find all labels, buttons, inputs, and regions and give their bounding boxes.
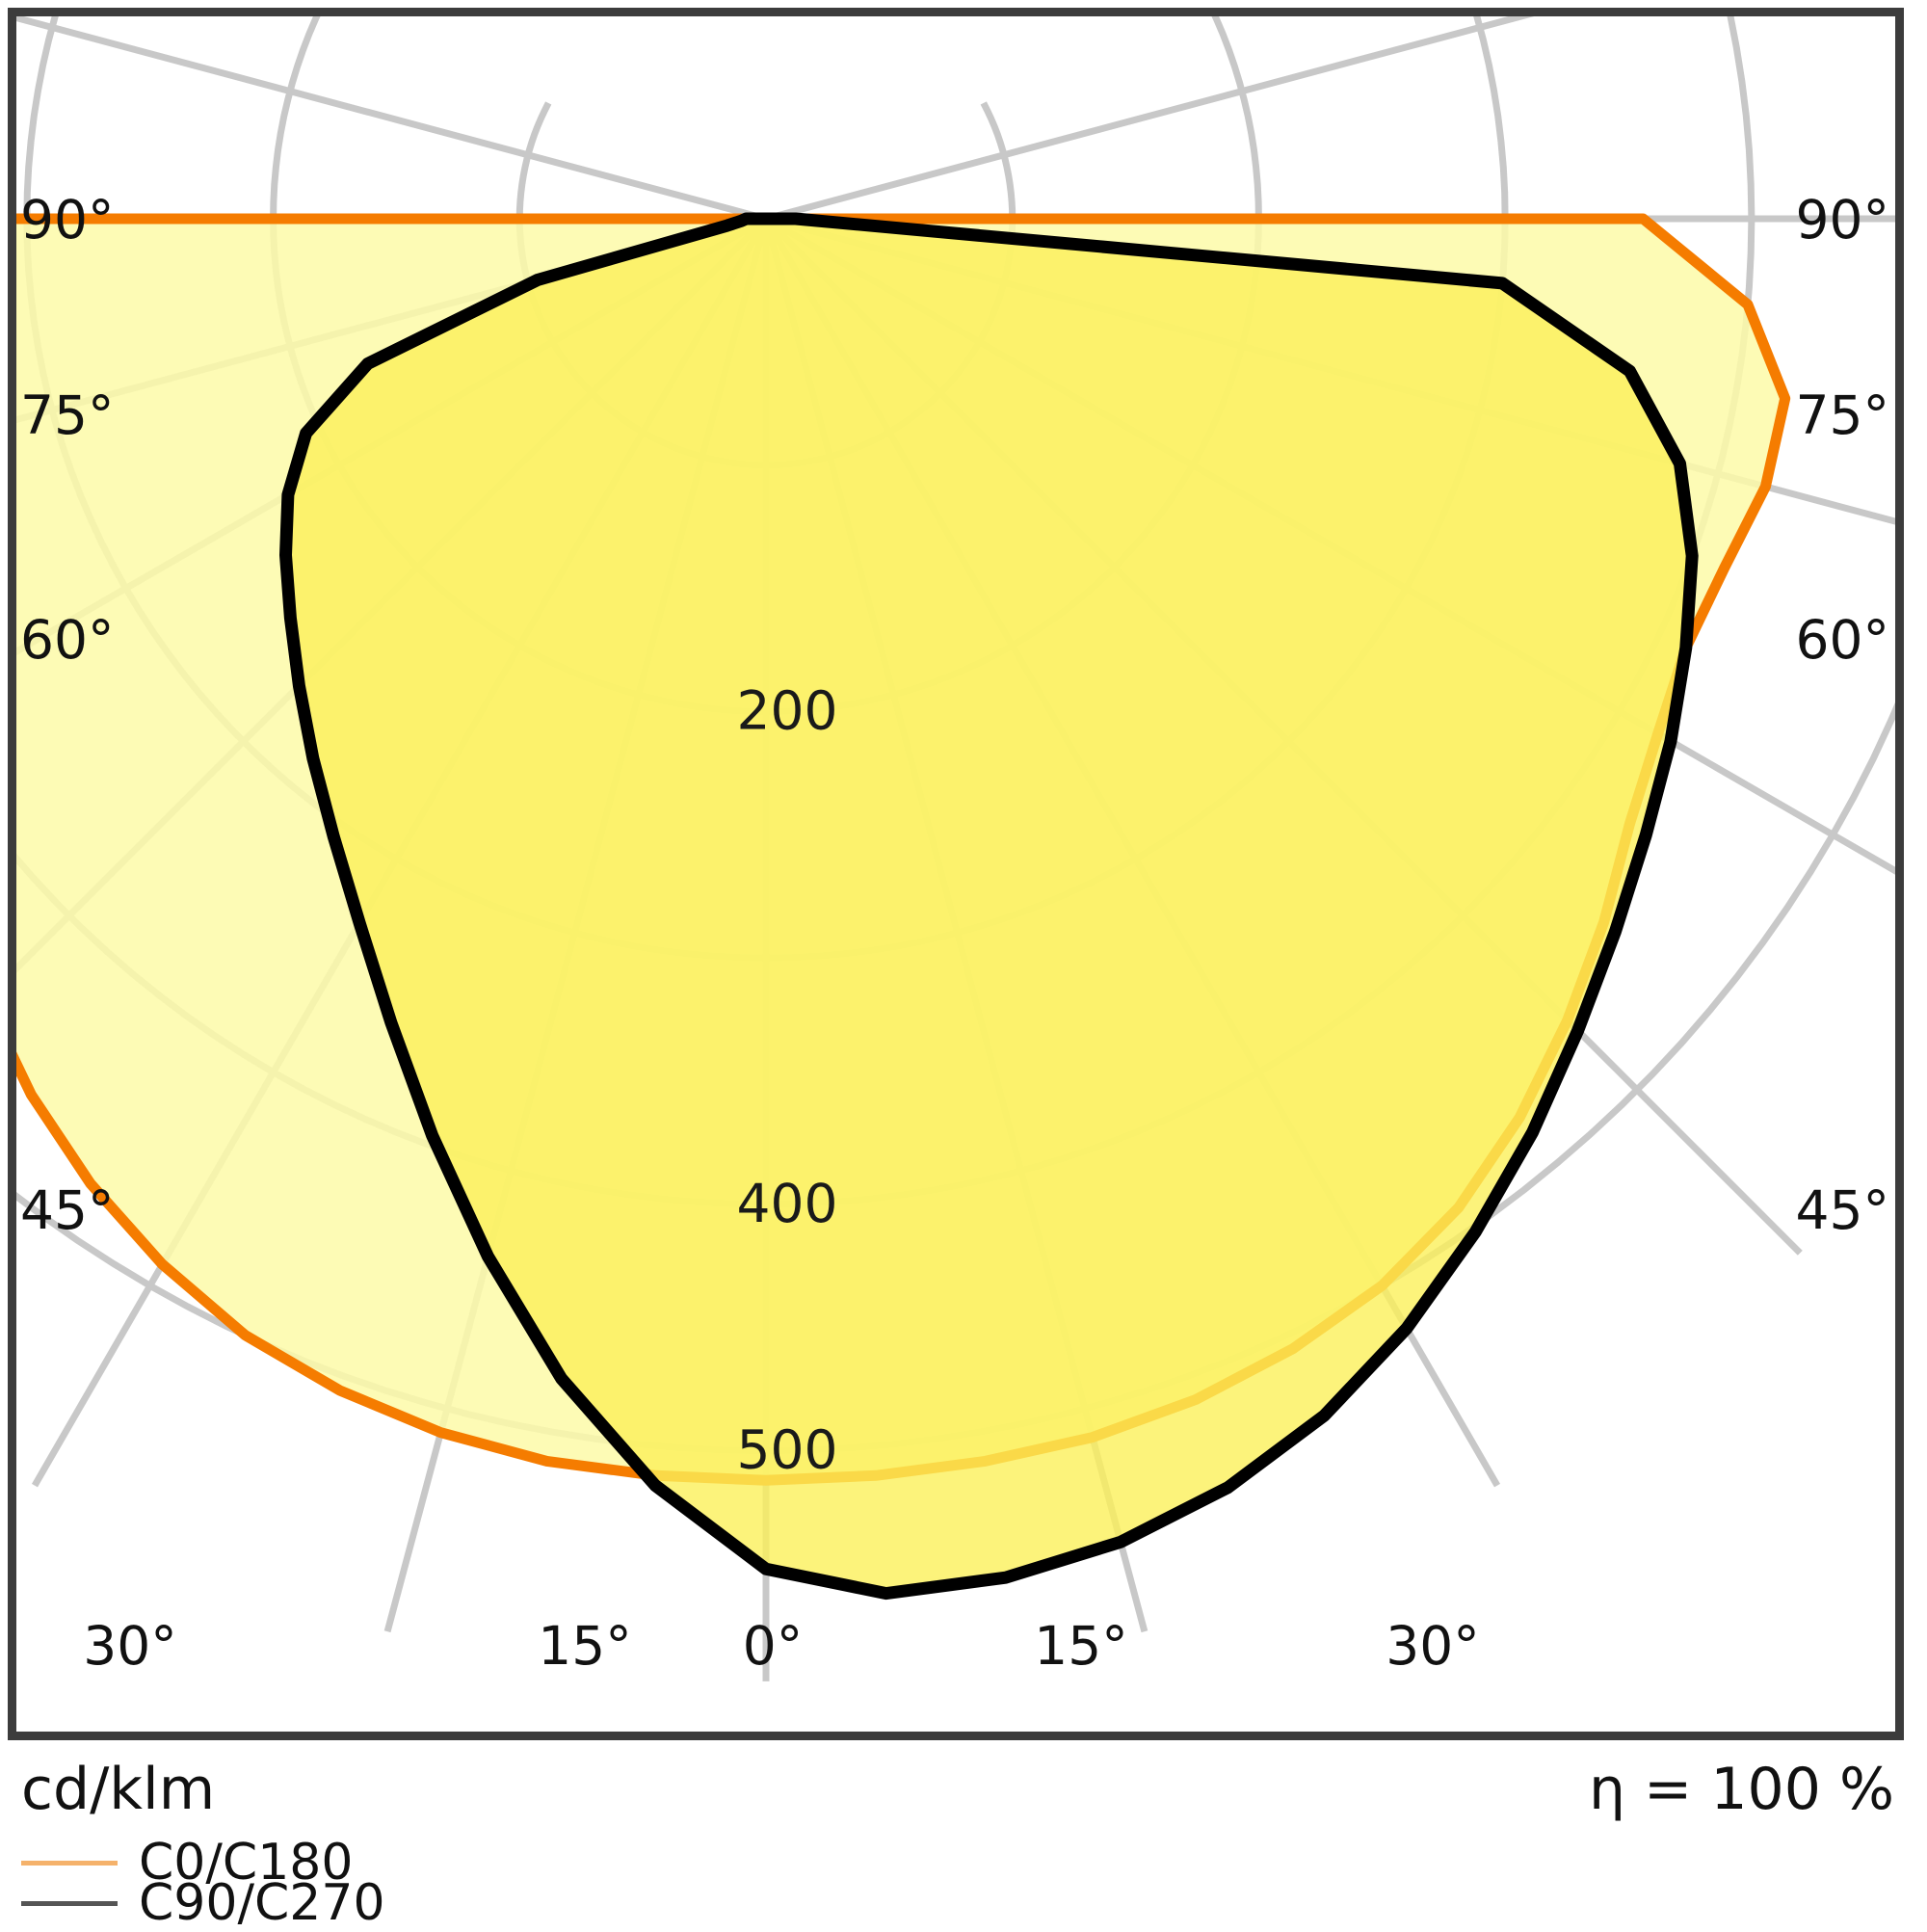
- legend-item-c0: C0/C180: [13, 1838, 688, 1888]
- unit-label: cd/klm: [21, 1756, 216, 1823]
- radial-tick-label: 400: [737, 1173, 838, 1234]
- polar-curves: [16, 212, 1791, 1601]
- polar-plot-svg: 200 400 500 90° 75° 60° 45° 90° 75° 60° 45° 30° 15°…: [16, 16, 1895, 1681]
- legend-swatch-c0-icon: [21, 1860, 118, 1866]
- angle-label-right-60: 60°: [1796, 609, 1890, 671]
- radial-tick-label: 200: [737, 679, 838, 741]
- angle-label-left-90: 90°: [20, 189, 115, 251]
- angle-label-right-90: 90°: [1796, 189, 1890, 251]
- legend-swatch-c90-icon: [21, 1900, 118, 1906]
- angle-label-bottom-1: 15°: [538, 1615, 632, 1677]
- angle-label-right-45: 45°: [1796, 1179, 1890, 1241]
- radial-tick-label: 500: [737, 1419, 838, 1481]
- angle-label-bottom-2: 0°: [743, 1615, 804, 1677]
- angle-label-left-75: 75°: [20, 384, 115, 446]
- angular-tick-labels: 90° 75° 60° 45° 90° 75° 60° 45° 30° 15° 0° 15° 30°: [20, 189, 1889, 1677]
- radial-tick-labels: 200 400 500: [737, 679, 838, 1480]
- angle-label-bottom-4: 30°: [1386, 1615, 1480, 1677]
- legend-label-c0: C0/C180: [139, 1834, 354, 1892]
- legend-item-c90: C90/C270: [13, 1878, 688, 1928]
- plot-area: 200 400 500 90° 75° 60° 45° 90° 75° 60° 45° 30° 15°…: [8, 8, 1904, 1740]
- angle-label-bottom-0: 30°: [83, 1615, 177, 1677]
- angle-label-left-60: 60°: [20, 609, 115, 671]
- angle-label-left-45: 45°: [20, 1179, 115, 1241]
- angle-label-right-75: 75°: [1796, 384, 1890, 446]
- angle-label-bottom-3: 15°: [1034, 1615, 1128, 1677]
- chart-legend: C0/C180 C90/C270: [13, 1838, 688, 1928]
- efficiency-label: η = 100 %: [1588, 1756, 1894, 1823]
- legend-label-c90: C90/C270: [139, 1874, 385, 1932]
- chart-footer: cd/klm η = 100 %: [8, 1746, 1904, 1833]
